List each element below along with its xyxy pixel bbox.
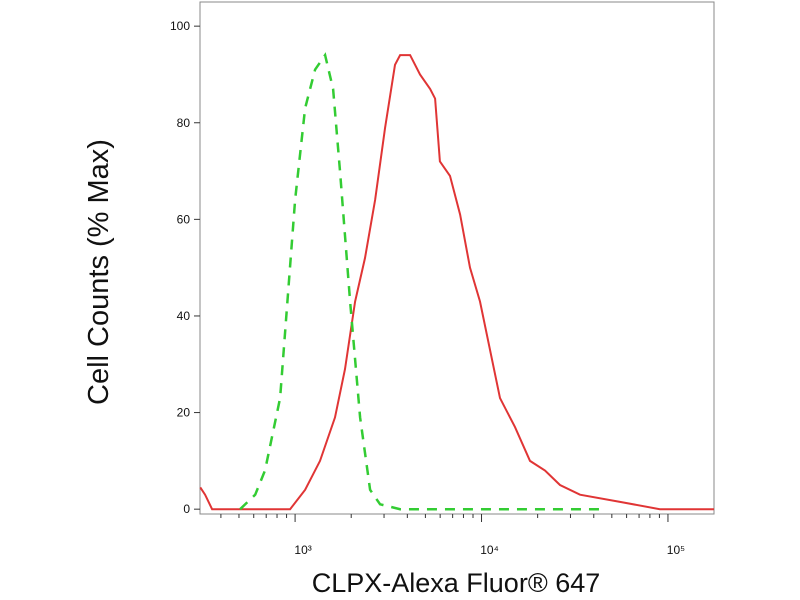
y-tick-label: 80	[177, 116, 191, 130]
series-line	[199, 54, 714, 511]
y-tick-label: 60	[177, 212, 191, 226]
y-tick-label: 20	[177, 406, 191, 420]
x-tick-label: 10⁵	[667, 543, 685, 557]
series-line	[239, 52, 600, 511]
y-tick-label: 100	[170, 19, 190, 33]
x-axis-title: CLPX-Alexa Fluor® 647	[312, 568, 601, 598]
plot-frame	[199, 1, 715, 515]
y-tick-label: 40	[177, 309, 191, 323]
x-tick-label: 10³	[294, 543, 311, 557]
y-tick-label: 0	[183, 502, 190, 516]
x-tick-label: 10⁴	[480, 543, 499, 557]
y-axis-title: Cell Counts (% Max)	[83, 139, 115, 405]
